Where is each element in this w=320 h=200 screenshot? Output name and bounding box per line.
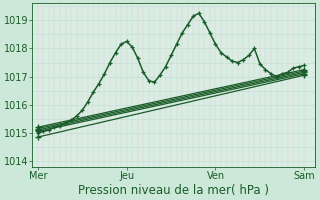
X-axis label: Pression niveau de la mer( hPa ): Pression niveau de la mer( hPa ) <box>78 184 269 197</box>
